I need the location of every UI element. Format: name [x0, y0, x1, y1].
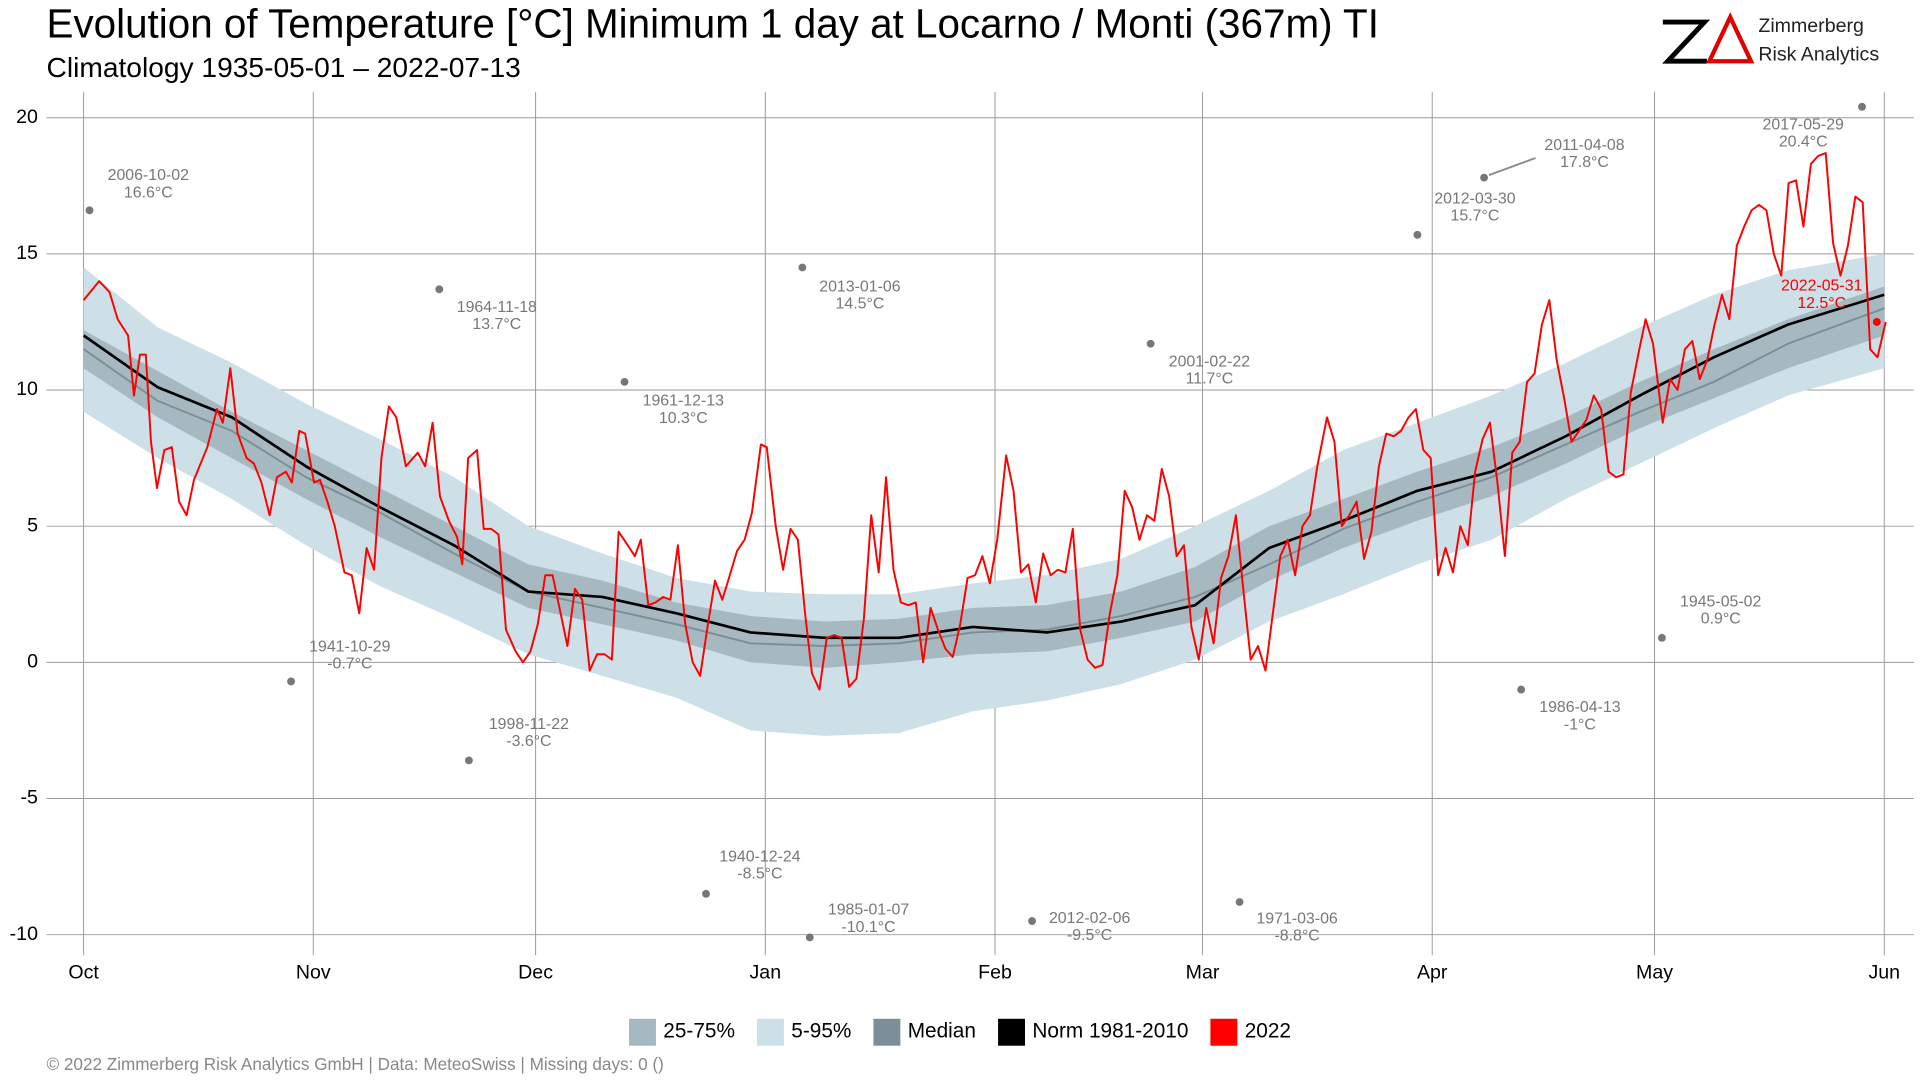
extreme-date: 2006-10-02: [108, 167, 190, 184]
y-tick-label: -5: [21, 787, 39, 809]
extreme-value: 14.5°C: [836, 295, 885, 312]
legend-swatch: [873, 1018, 901, 1046]
y-tick-label: 20: [16, 106, 38, 128]
extreme-point: [805, 933, 814, 942]
legend-swatch: [629, 1018, 656, 1046]
x-tick-label: Nov: [296, 962, 331, 984]
legend-swatch: [756, 1018, 784, 1046]
extreme-point: [1235, 898, 1244, 906]
brand-name: Zimmerberg: [1758, 15, 1864, 37]
legend: 25-75% 5-95% Median Norm 1981-2010 2022: [629, 1018, 1291, 1046]
extreme-point: [1517, 685, 1526, 694]
extreme-date: 1941-10-29: [309, 638, 391, 655]
y-tick-label: 15: [16, 242, 38, 264]
extreme-value: 15.7°C: [1451, 208, 1500, 225]
legend-item: 2022: [1210, 1018, 1291, 1046]
footer: © 2022 Zimmerberg Risk Analytics GmbH | …: [47, 1054, 664, 1074]
x-tick-label: Dec: [518, 962, 553, 984]
extreme-point: [1413, 230, 1422, 239]
logo-delta: [1706, 12, 1755, 64]
extreme-point: [435, 285, 444, 294]
extreme-value: -1°C: [1564, 716, 1596, 733]
extreme-value: 17.8°C: [1560, 154, 1609, 171]
x-tick-label: Jun: [1868, 962, 1900, 984]
y-tick-label: 5: [27, 514, 38, 536]
x-tick-label: Oct: [68, 962, 99, 984]
extreme-point: [1480, 173, 1489, 182]
extreme-date: 2017-05-29: [1763, 116, 1845, 133]
chart-title: Evolution of Temperature [°C] Minimum 1 …: [47, 1, 1379, 47]
extreme-value: 10.3°C: [659, 410, 708, 427]
series-line: [82, 293, 1885, 640]
extreme-date: 1986-04-13: [1539, 699, 1621, 716]
extreme-point: [464, 756, 473, 765]
legend-item: 25-75%: [629, 1018, 735, 1046]
extreme-point: [1028, 917, 1036, 925]
logo: Zimmerberg Risk Analytics: [1662, 12, 1879, 65]
extreme-date: 1964-11-18: [457, 299, 537, 316]
extreme-value: 13.7°C: [472, 316, 521, 333]
x-tick-label: Feb: [978, 962, 1012, 984]
extreme-value: 12.5°C: [1797, 295, 1846, 312]
chart-subtitle: Climatology 1935-05-01 – 2022-07-13: [47, 52, 521, 83]
x-tick-label: May: [1636, 962, 1673, 984]
extreme-point: [1146, 339, 1155, 348]
extreme-value: 16.6°C: [124, 184, 173, 201]
extreme-date: 2001-02-22: [1169, 353, 1251, 370]
legend-label: Median: [908, 1020, 976, 1043]
y-tick-label: 10: [16, 378, 38, 400]
legend-label: Norm 1981-2010: [1032, 1020, 1188, 1043]
extreme-point: [1858, 102, 1866, 111]
extreme-date: 1945-05-02: [1680, 594, 1762, 611]
brand-subname: Risk Analytics: [1758, 43, 1879, 65]
x-tick-label: Apr: [1417, 962, 1448, 984]
extreme-date: 1961-12-13: [643, 393, 725, 410]
extreme-date: 1998-11-22: [489, 716, 569, 733]
annotation-connector: [1488, 157, 1536, 177]
extreme-date: 1940-12-24: [719, 848, 801, 865]
band-area: [83, 253, 1885, 736]
plot-area: -10 -5 0 5 10 15 20 Oct Nov Dec Jan Feb Mar Apr May Jun…: [10, 91, 1914, 984]
extreme-date: 2011-04-08: [1544, 137, 1624, 154]
extreme-point: [620, 377, 629, 386]
legend-label: 2022: [1245, 1020, 1291, 1043]
logo-z: [1662, 19, 1711, 64]
extreme-date: 2022-05-31: [1781, 278, 1863, 295]
x-tick-label: Jan: [750, 962, 782, 984]
extreme-point: [1658, 633, 1666, 642]
legend-swatch: [1210, 1018, 1238, 1046]
extreme-value: -10.1°C: [841, 919, 895, 936]
legend-label: 25-75%: [663, 1020, 735, 1043]
extreme-date: 2013-01-06: [819, 278, 901, 295]
extreme-value: -8.8°C: [1274, 927, 1319, 944]
extreme-value: -9.5°C: [1067, 927, 1112, 944]
extreme-value: 0.9°C: [1701, 611, 1741, 628]
extreme-point: [287, 677, 295, 686]
legend-item: Median: [873, 1018, 976, 1046]
extreme-point: [85, 206, 94, 215]
legend-item: 5-95%: [756, 1018, 851, 1046]
extreme-value: -0.7°C: [327, 655, 372, 672]
legend-label: 5-95%: [791, 1020, 851, 1043]
extreme-point: [702, 889, 710, 898]
extreme-date: 2012-03-30: [1434, 190, 1516, 207]
extreme-date: 1971-03-06: [1256, 910, 1338, 927]
legend-item: Norm 1981-2010: [998, 1018, 1188, 1046]
series-line: [83, 307, 1885, 648]
band-area: [83, 286, 1885, 668]
series-line: [82, 152, 1887, 691]
extreme-point: [798, 263, 807, 272]
x-tick-label: Mar: [1186, 962, 1220, 984]
y-tick-label: 0: [27, 651, 38, 673]
extreme-value: 11.7°C: [1186, 370, 1234, 387]
extreme-value: -8.5°C: [737, 865, 782, 882]
extreme-date: 1985-01-07: [828, 902, 910, 919]
extreme-value: -3.6°C: [506, 733, 551, 750]
extreme-point: [1872, 318, 1881, 326]
y-tick-label: -10: [10, 923, 38, 945]
extreme-value: 20.4°C: [1779, 134, 1828, 151]
extreme-date: 2012-02-06: [1049, 910, 1131, 927]
legend-swatch: [998, 1018, 1026, 1046]
